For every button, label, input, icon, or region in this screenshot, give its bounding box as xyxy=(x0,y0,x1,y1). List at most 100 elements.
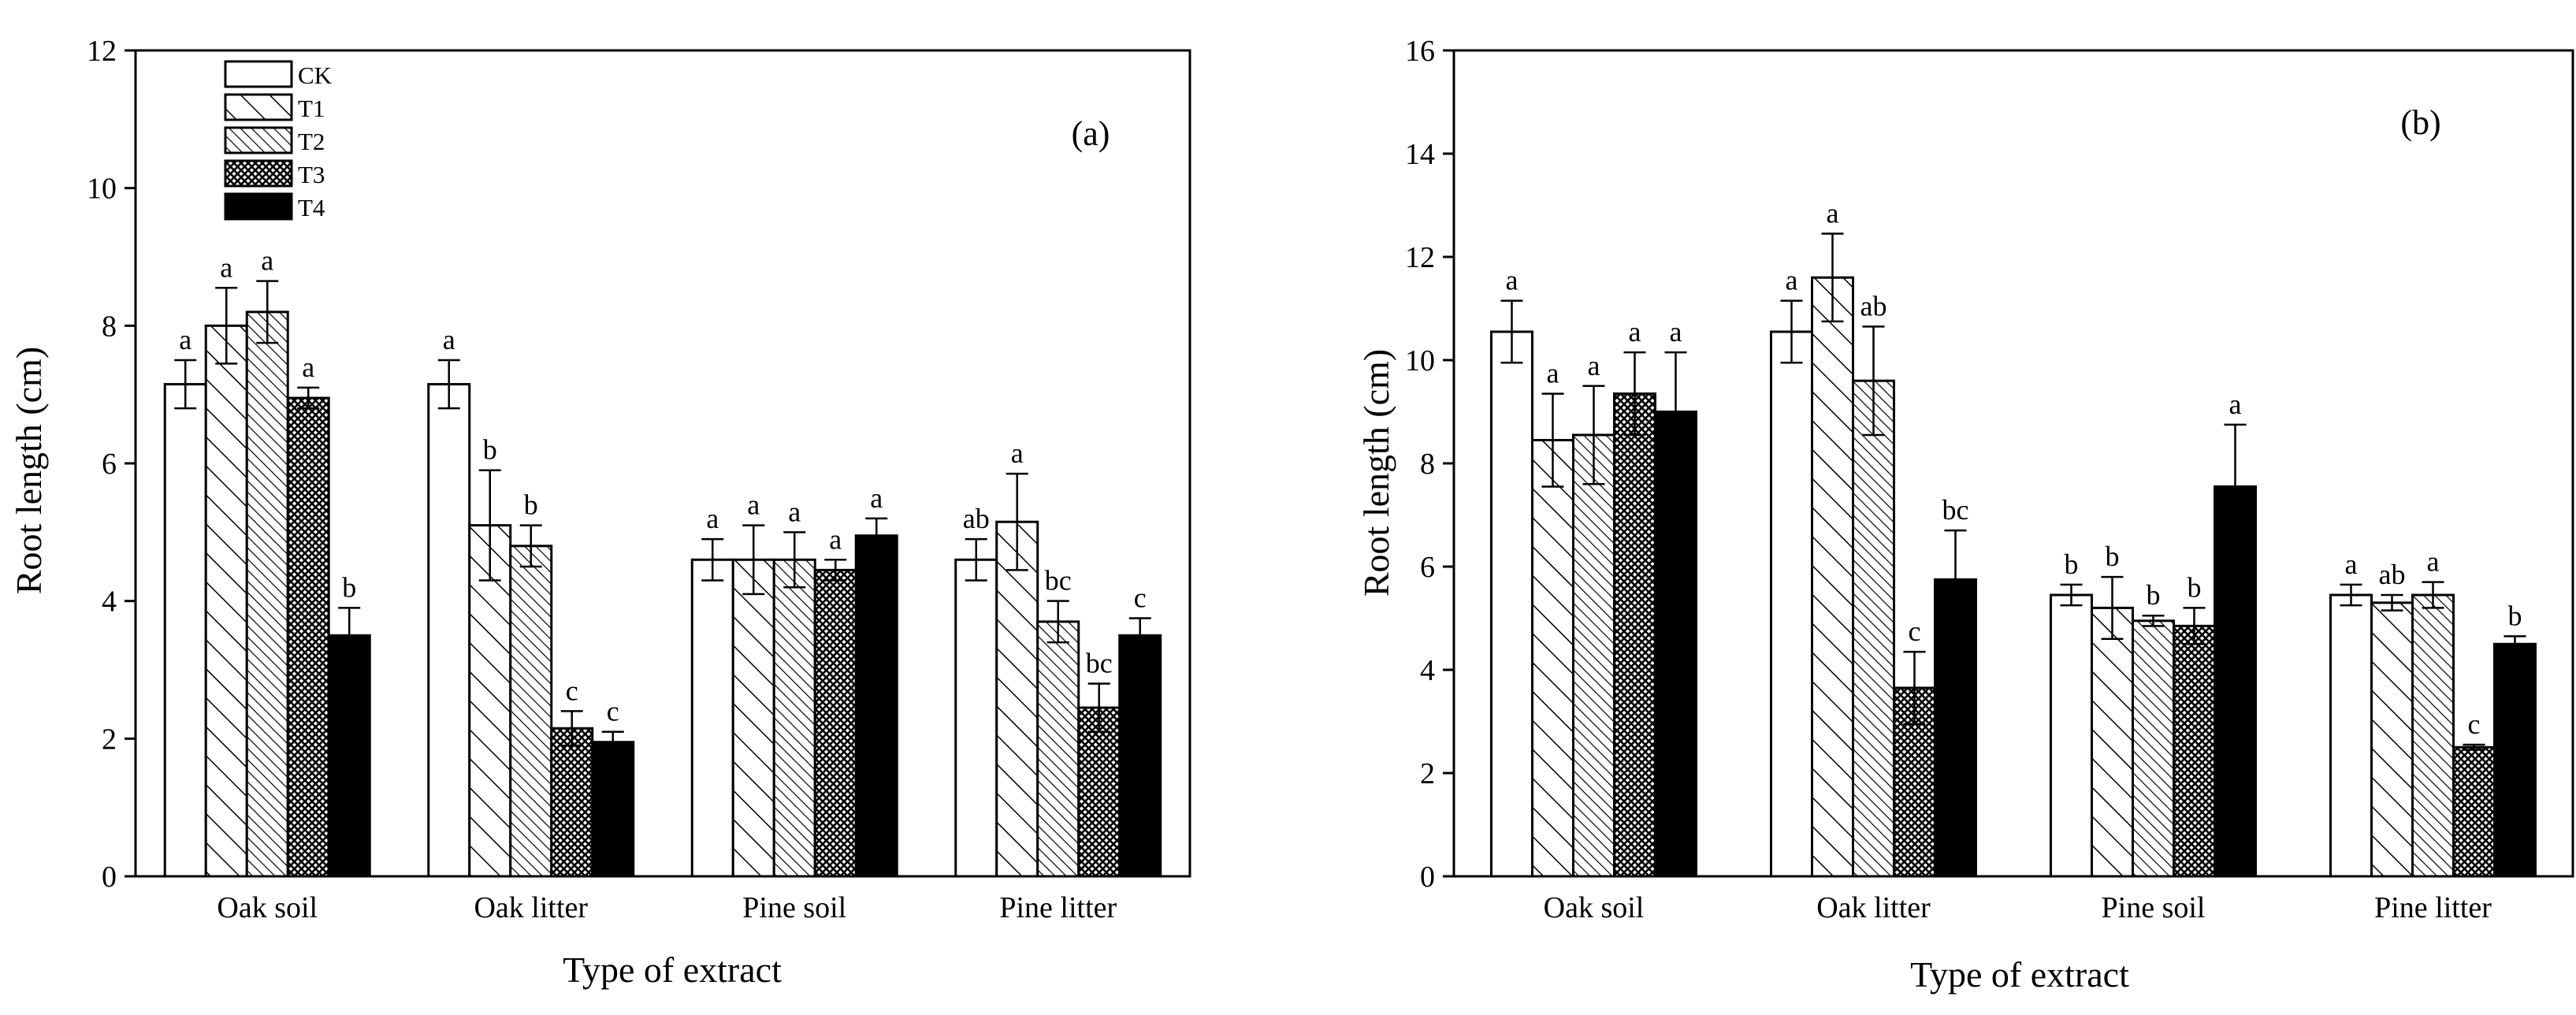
panel-b-x-tick-label-oak-litter: Oak litter xyxy=(1816,891,1931,924)
legend-label-ck: CK xyxy=(298,61,333,89)
panel-a-oak-soil-t2-bar xyxy=(245,310,289,878)
panel-a-oak-litter-t4-error-bar xyxy=(601,731,624,754)
panel-b-pine-soil-t4-significance-letter: a xyxy=(2229,389,2242,420)
panel-a-pine-soil-t1-error-bar xyxy=(742,524,765,596)
panel-b-pine-litter-t3-significance-letter: c xyxy=(2468,708,2481,740)
legend-label-t3: T3 xyxy=(298,161,325,188)
panel-b-pine-litter-t4-error-bar xyxy=(2504,635,2526,653)
panel-a-pine-litter-t4-bar xyxy=(1118,634,1162,878)
legend-label-t2: T2 xyxy=(298,128,325,155)
panel-b-oak-litter-t2-significance-letter: ab xyxy=(1860,290,1887,322)
panel-a-y-tick-label: 12 xyxy=(87,35,117,68)
panel-a-pine-litter-t1-error-bar xyxy=(1005,472,1028,571)
panel-b-pine-soil-t1-bar xyxy=(2091,606,2134,878)
panel-b-oak-litter-t3-significance-letter: c xyxy=(1909,615,1921,647)
panel-a-pine-soil-t4-bar xyxy=(854,534,898,878)
panel-a-oak-litter-t4-bar xyxy=(591,741,635,878)
panel-a-oak-litter-t2-bar xyxy=(509,545,553,878)
panel-a-oak-litter-t3-error-bar xyxy=(560,710,583,747)
panel-a-pine-soil-t2-error-bar xyxy=(783,531,806,589)
panel-a-pine-soil-ck-bar xyxy=(690,558,734,878)
panel-b-oak-soil-ck-error-bar xyxy=(1500,299,1523,364)
panel-b-pine-soil-t3-bar xyxy=(2173,624,2216,878)
panel-a-y-tick-label: 4 xyxy=(102,586,117,619)
panel-b-pine-litter-t2-error-bar xyxy=(2422,581,2444,609)
panel-b-oak-soil-t1-significance-letter: a xyxy=(1547,358,1559,389)
panel-a-y-tick-label: 2 xyxy=(102,723,117,756)
panel-a-pine-litter-t4-error-bar xyxy=(1128,617,1151,654)
panel-a-pine-litter-t2-bar xyxy=(1036,620,1080,878)
panel-b-y-tick-label: 10 xyxy=(1405,344,1435,377)
panel-a-oak-soil-t2-significance-letter: a xyxy=(261,245,273,277)
panel-a-pine-litter-t1-significance-letter: a xyxy=(1011,437,1024,469)
legend-swatch-t4 xyxy=(224,192,293,221)
panel-b-y-tick-label: 16 xyxy=(1405,35,1435,68)
legend-swatch-t2 xyxy=(224,126,293,154)
panel-a-oak-litter-t1-significance-letter: b xyxy=(483,434,497,466)
panel-b-oak-soil-t4-error-bar xyxy=(1664,351,1687,473)
panel-b-pine-litter-t4-significance-letter: b xyxy=(2508,600,2522,631)
panel-a-pine-soil-t2-bar xyxy=(772,558,816,878)
panel-a-oak-soil-t3-significance-letter: a xyxy=(302,351,314,383)
panel-a-pine-litter-t2-error-bar xyxy=(1046,600,1069,644)
panel-b-x-axis-title: Type of extract xyxy=(1910,954,2129,995)
panel-b-oak-soil-t2-bar xyxy=(1572,433,1615,878)
panel-b-y-tick-label: 6 xyxy=(1420,551,1435,584)
panel-a-oak-soil-t4-significance-letter: b xyxy=(342,571,356,603)
panel-a-oak-litter-t2-error-bar xyxy=(519,524,542,568)
panel-b-oak-soil-t3-error-bar xyxy=(1623,351,1646,437)
panel-a-y-tick-label: 8 xyxy=(102,310,117,343)
panel-a-y-axis-title: Root length (cm) xyxy=(9,347,49,594)
panel-a-x-tick-label-oak-litter: Oak litter xyxy=(474,891,588,924)
panel-b-y-axis-title: Root length (cm) xyxy=(1356,349,1396,597)
panel-b-oak-litter-t1-bar xyxy=(1811,276,1854,878)
legend-entry-t1: T1 xyxy=(224,93,325,122)
panel-a-x-tick-label-oak-soil: Oak soil xyxy=(217,891,318,924)
legend-swatch-t3 xyxy=(224,159,293,188)
panel-b-oak-litter-t1-error-bar xyxy=(1821,232,1844,323)
panel-a-pine-litter-ck-error-bar xyxy=(965,537,987,582)
panel-b-pine-litter-t4-bar xyxy=(2493,642,2537,878)
panel-b-y-tick-label: 4 xyxy=(1420,654,1435,687)
legend-swatch-t1 xyxy=(224,93,293,121)
panel-a-oak-soil-ck-significance-letter: a xyxy=(179,324,191,355)
panel-a-pine-soil-t1-bar xyxy=(731,558,775,878)
panel-a-pine-soil-ck-significance-letter: a xyxy=(706,503,719,534)
panel-b-pine-soil-t2-bar xyxy=(2132,619,2175,878)
panel-a-y-tick-label: 6 xyxy=(102,448,117,481)
panel-b-pine-soil-t1-error-bar xyxy=(2101,575,2124,640)
panel-b-oak-litter-ck-error-bar xyxy=(1780,299,1803,364)
panel-a-oak-soil-ck-bar xyxy=(163,383,207,878)
panel-a-y-tick-label: 10 xyxy=(87,173,117,206)
panel-a-pine-soil-t3-significance-letter: a xyxy=(829,523,842,555)
panel-b-y-tick-label: 12 xyxy=(1405,241,1435,274)
panel-b-oak-soil-t2-error-bar xyxy=(1582,385,1605,485)
panel-b-pine-litter-t1-significance-letter: ab xyxy=(2379,559,2406,590)
panel-a-pine-litter-t3-significance-letter: bc xyxy=(1086,647,1113,679)
panel-a-pine-soil-t4-error-bar xyxy=(865,517,888,554)
panel-b-oak-soil-t3-significance-letter: a xyxy=(1629,316,1641,348)
panel-a-pine-litter-t4-significance-letter: c xyxy=(1134,582,1147,614)
panel-b-oak-soil-t1-bar xyxy=(1531,439,1574,878)
panel-a-oak-litter-t3-significance-letter: c xyxy=(566,675,578,706)
panel-a-label: (a) xyxy=(1072,114,1110,153)
panel-a-x-tick-label-pine-litter: Pine litter xyxy=(999,891,1117,924)
panel-a-oak-litter-ck-error-bar xyxy=(437,359,460,410)
panel-a-pine-soil-t2-significance-letter: a xyxy=(788,496,801,527)
panel-b-oak-soil-t1-error-bar xyxy=(1541,392,1564,488)
legend-entry-t2: T2 xyxy=(224,126,325,155)
panel-b-oak-litter-t2-error-bar xyxy=(1862,325,1885,437)
panel-b-pine-litter-t3-error-bar xyxy=(2463,743,2485,751)
panel-b-oak-litter-t1-significance-letter: a xyxy=(1827,198,1839,229)
panel-a-pine-litter-t3-bar xyxy=(1077,706,1121,878)
panel-a-oak-soil-t4-error-bar xyxy=(338,607,361,664)
panel-a-pine-litter-ck-significance-letter: ab xyxy=(963,503,990,534)
panel-b-x-tick-label-pine-soil: Pine soil xyxy=(2102,891,2206,924)
legend-label-t4: T4 xyxy=(298,194,325,221)
panel-b-pine-litter-t1-bar xyxy=(2370,601,2414,878)
panel-a-pine-soil-t3-error-bar xyxy=(824,559,847,582)
panel-a-oak-soil-t1-bar xyxy=(204,324,248,878)
panel-a-oak-litter-ck-bar xyxy=(427,383,471,878)
